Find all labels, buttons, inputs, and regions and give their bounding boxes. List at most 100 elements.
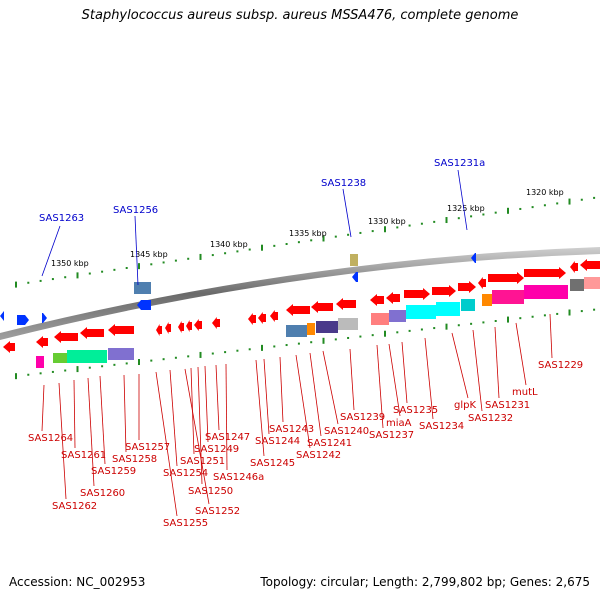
- minor-tick: [310, 341, 313, 344]
- minor-tick: [347, 336, 350, 339]
- gene-arrow: [194, 319, 202, 331]
- minor-tick: [359, 231, 362, 234]
- minor-tick: [556, 312, 559, 315]
- gene-leader-line: [309, 352, 322, 437]
- rna-leader-line: [457, 169, 468, 231]
- minor-tick: [543, 314, 546, 317]
- gene-arrow: [3, 341, 15, 353]
- major-tick: [76, 366, 79, 373]
- scale-label: 1345 kbp: [130, 250, 168, 259]
- major-tick: [261, 344, 263, 351]
- rna-features: [0, 253, 476, 325]
- gene-label: SAS1255: [163, 518, 208, 529]
- minor-tick: [543, 204, 546, 207]
- major-tick: [15, 281, 17, 288]
- minor-tick: [334, 235, 337, 238]
- gene-label: SAS1245: [250, 458, 295, 469]
- domain-block: [436, 302, 460, 316]
- major-tick: [138, 359, 140, 366]
- gene-leader-line: [169, 369, 178, 467]
- domain-block: [53, 353, 67, 363]
- minor-tick: [580, 198, 583, 201]
- minor-tick: [482, 321, 485, 324]
- minor-tick: [150, 263, 153, 266]
- minor-tick: [371, 230, 374, 233]
- gene-arrow: [336, 298, 356, 310]
- minor-tick: [162, 358, 165, 361]
- minor-tick: [101, 365, 104, 368]
- gene-leader-line: [190, 367, 195, 455]
- scale-label: 1335 kbp: [289, 229, 327, 238]
- gene-label: SAS1240: [324, 426, 369, 437]
- rna-leader-line: [134, 215, 139, 286]
- domain-block: [389, 310, 406, 322]
- gene-label: SAS1241: [307, 438, 352, 449]
- gene-label: SAS1254: [163, 468, 208, 479]
- gene-arrow: [270, 310, 278, 322]
- domain-block: [350, 254, 358, 266]
- gene-leader-line: [225, 363, 228, 471]
- genome-backbone: [0, 247, 600, 340]
- minor-tick: [174, 356, 177, 359]
- minor-tick: [273, 345, 276, 348]
- gene-arrow: [404, 288, 430, 300]
- rna-arrow: [42, 313, 47, 323]
- major-tick: [199, 351, 202, 358]
- gene-leader-line: [87, 377, 95, 487]
- scale-labels: 1350 kbp 1345 kbp 1340 kbp 1335 kbp 1330 kbp…: [51, 188, 564, 268]
- major-tick: [199, 253, 202, 260]
- minor-tick: [27, 281, 30, 284]
- minor-tick: [248, 248, 251, 251]
- minor-tick: [408, 224, 411, 227]
- gene-leader-line: [255, 359, 265, 457]
- minor-tick: [187, 257, 190, 260]
- minor-tick: [593, 308, 596, 311]
- gene-leader-line: [388, 343, 401, 417]
- gene-leader-line: [99, 375, 106, 465]
- major-tick: [507, 316, 509, 323]
- minor-tick: [64, 369, 67, 372]
- minor-tick: [457, 324, 460, 327]
- minor-tick: [39, 279, 42, 282]
- minor-tick: [457, 217, 460, 220]
- gene-leader-line: [549, 313, 553, 359]
- rna-leader-line: [41, 225, 61, 277]
- gene-leader-line: [123, 374, 127, 453]
- domain-block: [286, 325, 307, 337]
- rna-labels: SAS1263 SAS1256 SAS1238 SAS1231a: [39, 158, 485, 286]
- minor-tick: [88, 366, 91, 369]
- rna-label: SAS1256: [113, 205, 158, 216]
- gene-leader-line: [472, 329, 483, 412]
- gene-label: SAS1247: [205, 432, 250, 443]
- minor-tick: [482, 213, 485, 216]
- minor-tick: [236, 250, 239, 253]
- rna-leader-line: [342, 188, 352, 238]
- gene-label: SAS1229: [538, 360, 583, 371]
- scale-label: 1325 kbp: [447, 204, 485, 213]
- minor-tick: [51, 278, 54, 281]
- minor-tick: [285, 243, 288, 246]
- gene-leader-line: [197, 366, 203, 485]
- gene-label: SAS1264: [28, 433, 73, 444]
- minor-tick: [531, 206, 534, 209]
- major-tick: [76, 272, 79, 279]
- rna-arrow: [471, 253, 476, 263]
- minor-tick: [519, 207, 522, 210]
- gene-label: mutL: [512, 387, 538, 398]
- major-tick: [568, 309, 571, 316]
- scale-label: 1340 kbp: [210, 240, 248, 249]
- domain-block: [338, 318, 358, 330]
- minor-tick: [27, 373, 30, 376]
- gene-label: SAS1231: [485, 400, 530, 411]
- genome-summary-text: Topology: circular; Length: 2,799,802 bp…: [260, 575, 590, 589]
- minor-tick: [162, 261, 165, 264]
- gene-label: SAS1234: [419, 421, 464, 432]
- gene-label: miaA: [386, 418, 412, 429]
- map-title: Staphylococcus aureus subsp. aureus MSSA…: [81, 8, 519, 23]
- rna-arrow: [352, 272, 358, 282]
- minor-tick: [88, 272, 91, 275]
- gene-label: SAS1257: [125, 442, 170, 453]
- gene-labels: SAS1264SAS1262SAS1261SAS1260SAS1259SAS12…: [28, 313, 583, 529]
- rna-arrow: [17, 315, 29, 325]
- gene-label: SAS1232: [468, 413, 513, 424]
